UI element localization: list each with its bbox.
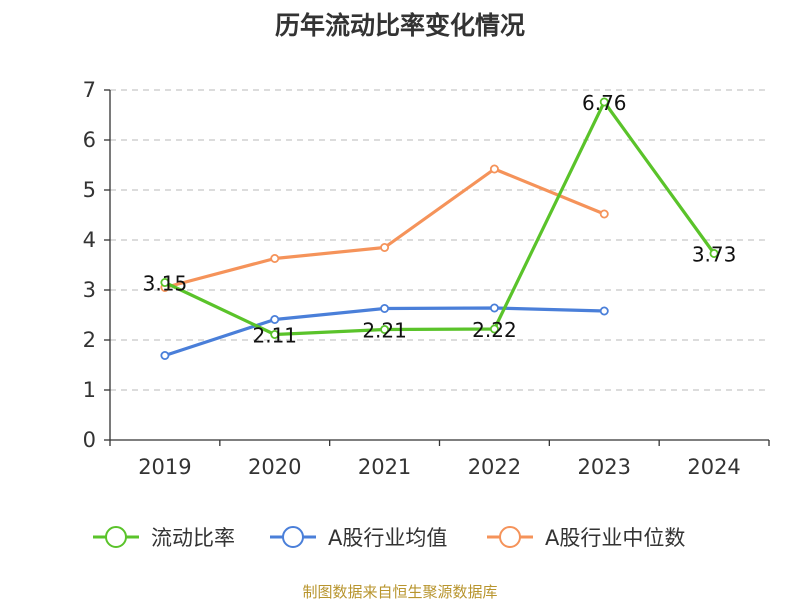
data-label: 2.11 [252,324,297,348]
data-label: 6.76 [582,91,627,115]
data-point [599,306,609,316]
data-point [599,209,609,219]
data-label: 2.21 [362,319,407,343]
data-label: 3.73 [692,243,737,267]
x-tick-label: 2020 [248,455,301,479]
data-point [599,97,609,107]
data-labels: 3.15 2.11 2.21 2.22 6.76 3.73 [143,91,737,348]
x-tick-label: 2024 [687,455,740,479]
y-tick-label: 2 [83,328,96,352]
gridlines [110,89,769,391]
series-points [160,97,719,360]
data-label: 3.15 [143,272,188,296]
data-point [489,303,499,313]
data-point [709,248,719,258]
axes: 0 1 2 3 4 5 6 7 2019 2020 2021 2022 2023 2024 [83,78,770,479]
x-tick-label: 2023 [578,455,631,479]
legend-marker [499,526,521,548]
series-line [164,167,605,290]
y-tick-label: 1 [83,378,96,402]
data-point [380,242,390,252]
x-tick-label: 2021 [358,455,411,479]
data-point [380,324,390,334]
y-tick-label: 5 [83,178,96,202]
y-tick-label: 0 [83,428,96,452]
y-tick-label: 4 [83,228,96,252]
series-line [164,100,716,337]
legend-marker [282,526,304,548]
data-point [160,350,170,360]
x-tick-label: 2019 [138,455,191,479]
data-label: 2.22 [472,318,517,342]
legend: 流动比率 A股行业均值 A股行业中位数 [93,526,685,550]
x-tick-label: 2022 [468,455,521,479]
data-point [270,329,280,339]
source-note: 制图数据来自恒生聚源数据库 [302,583,497,600]
legend-marker [105,526,127,548]
y-tick-label: 6 [83,128,96,152]
legend-label: 流动比率 [151,526,235,550]
data-point [270,253,280,263]
chart-title: 历年流动比率变化情况 [275,11,525,40]
y-tick-label: 7 [83,78,96,102]
y-tick-label: 3 [83,278,96,302]
data-point [270,314,280,324]
legend-label: A股行业中位数 [545,526,685,550]
data-point [160,277,170,287]
data-point [489,324,499,334]
data-point [489,164,499,174]
legend-label: A股行业均值 [328,526,447,550]
data-point [380,303,390,313]
